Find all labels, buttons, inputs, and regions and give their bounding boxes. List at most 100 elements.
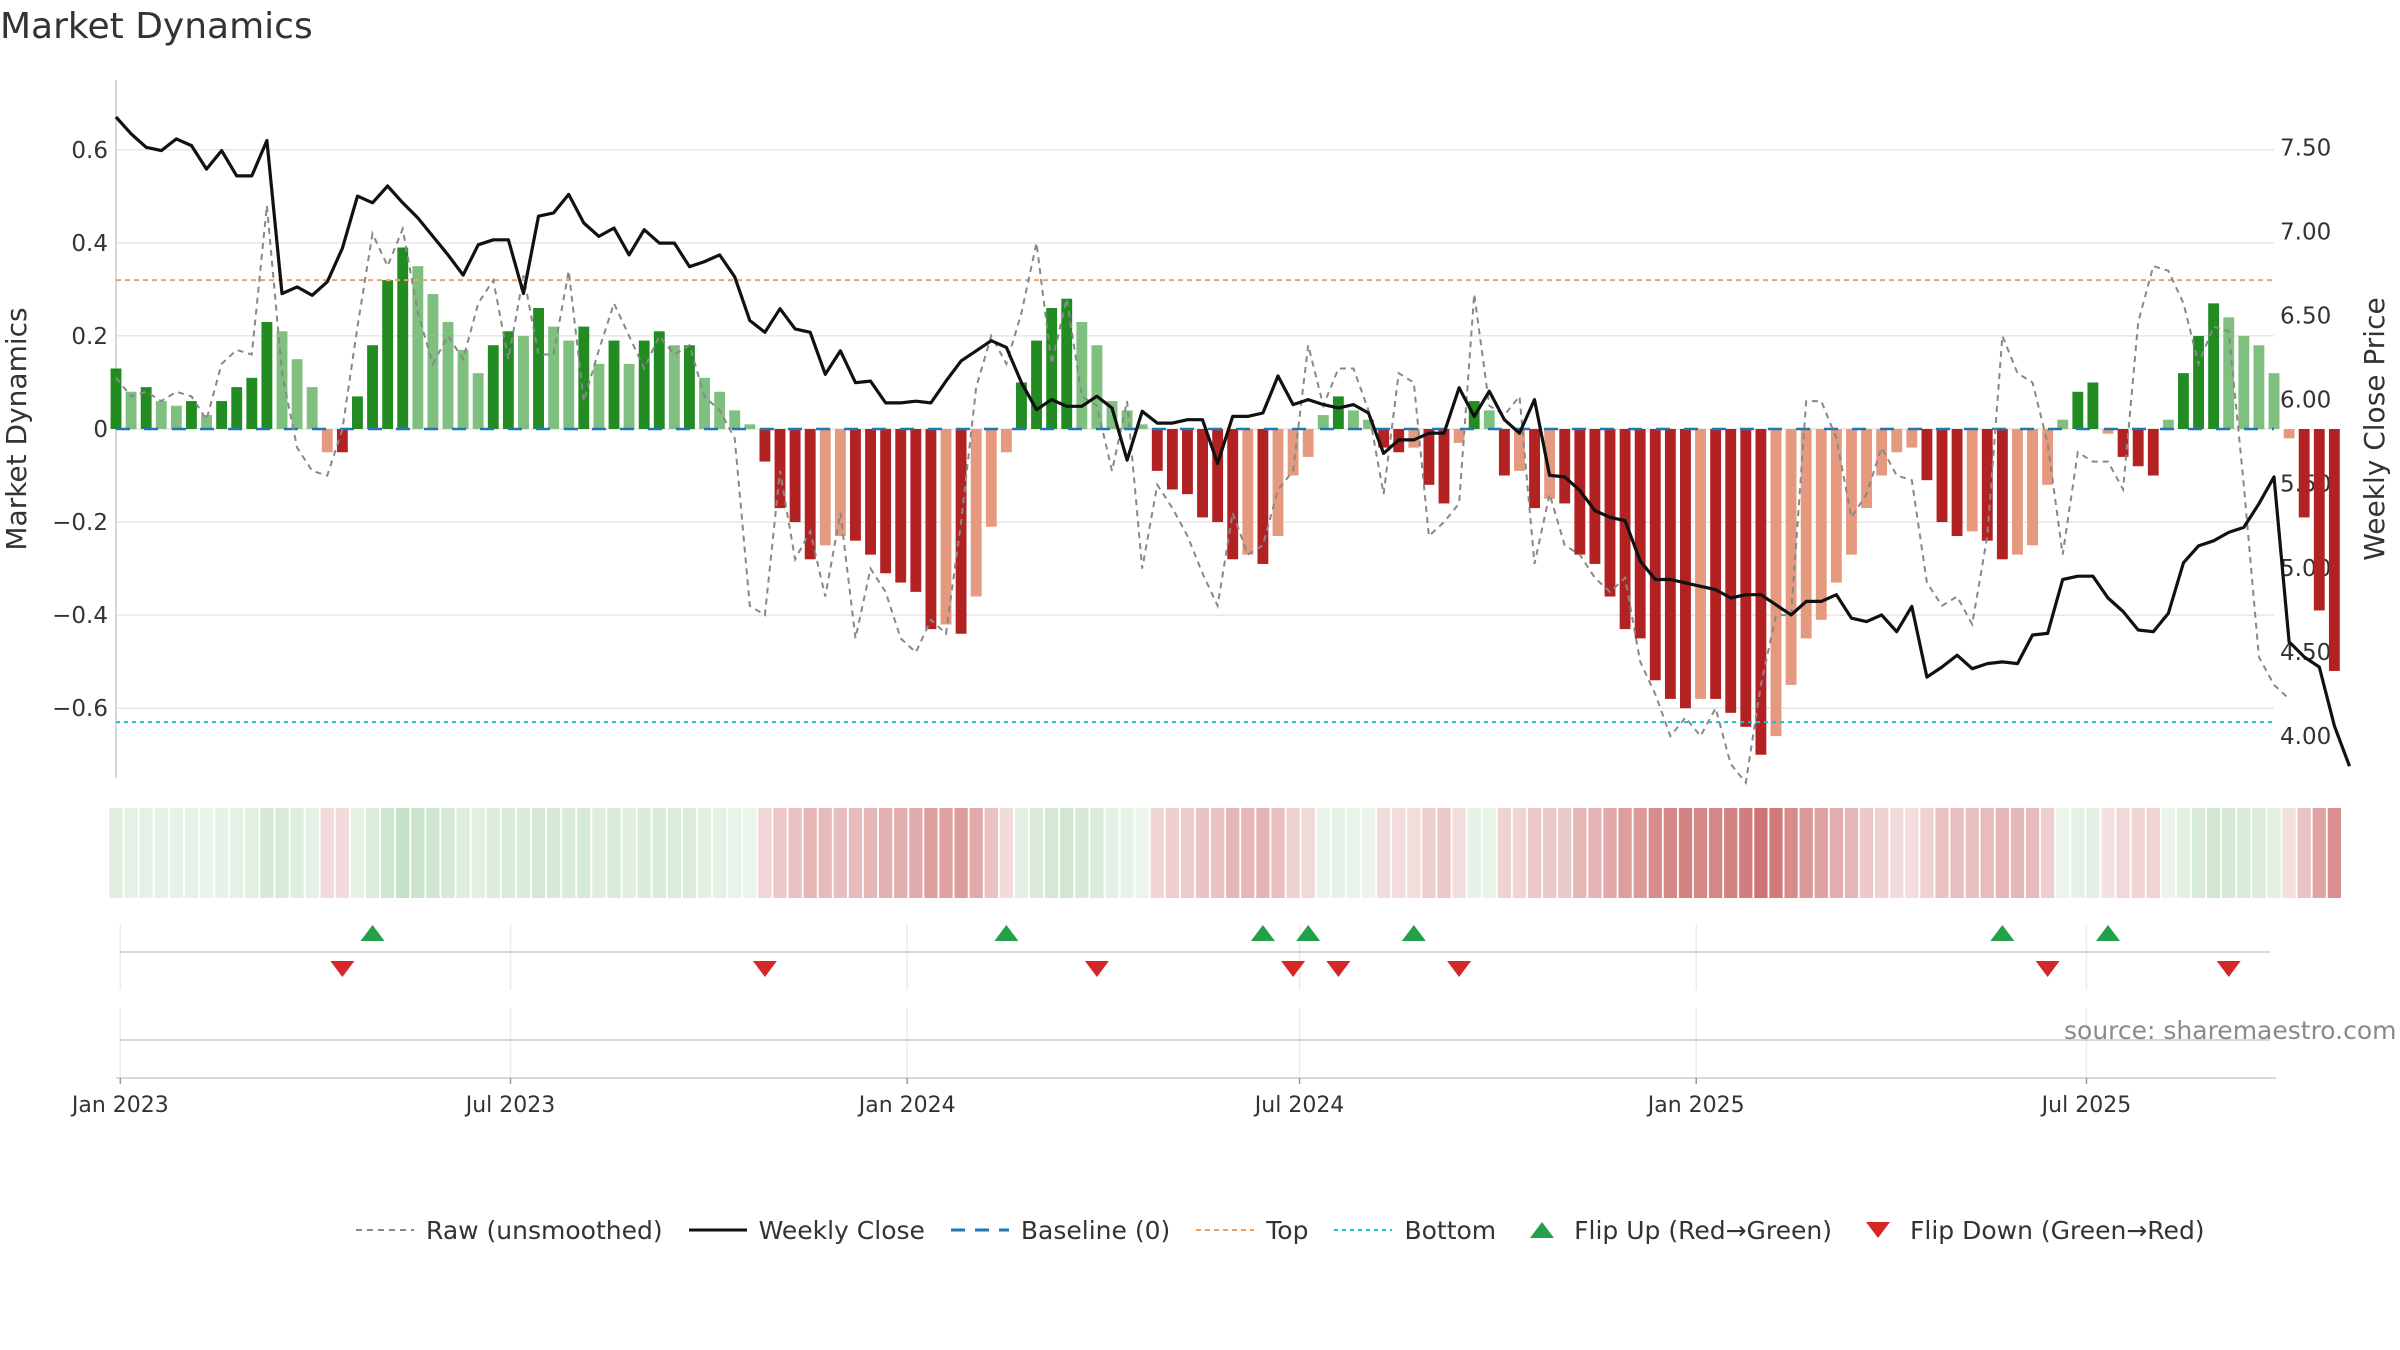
regime-strip-cell [169, 808, 184, 898]
y2-tick-label: 7.50 [2280, 135, 2331, 161]
bar [1121, 410, 1133, 429]
bar [1710, 429, 1722, 699]
regime-strip-cell [1467, 808, 1481, 898]
regime-strip-cell [1542, 808, 1557, 898]
regime-strip-cell [2312, 808, 2326, 898]
bar [548, 326, 560, 429]
regime-strip-cell [652, 808, 666, 898]
bar [563, 340, 575, 429]
regime-strip-cell [2146, 808, 2160, 898]
regime-strip-cell [1739, 808, 1753, 898]
bar [487, 345, 499, 429]
regime-strip-cell [863, 808, 878, 898]
bar [216, 401, 228, 429]
regime-strip-cell [1588, 808, 1602, 898]
bar [1378, 429, 1390, 448]
flip-down-marker [2216, 961, 2241, 977]
flip-up-icon [1530, 1222, 1555, 1238]
regime-strip-cell [2056, 808, 2070, 898]
flip-down-marker [330, 961, 355, 977]
bar [608, 340, 620, 429]
regime-strip-cell [335, 808, 350, 898]
regime-strip-cell [984, 808, 998, 898]
bar [684, 345, 695, 429]
regime-strip-cell [1422, 808, 1436, 898]
bar [1287, 429, 1299, 476]
bar [1725, 429, 1737, 713]
bar [729, 410, 741, 429]
regime-strip-cell [1256, 808, 1270, 898]
legend-swatch-baseline [950, 1228, 1009, 1232]
bar [699, 377, 710, 429]
regime-strip-cell [2010, 808, 2025, 898]
y2-tick-label: 6.00 [2280, 388, 2331, 414]
bar [442, 321, 454, 429]
y-tick-label: −0.4 [52, 603, 108, 629]
regime-strip-cell [411, 808, 425, 898]
bar [2238, 335, 2250, 429]
bar [895, 429, 907, 583]
regime-strip-cell [1331, 808, 1346, 898]
bar [201, 415, 212, 429]
y-tick-label: −0.2 [52, 510, 108, 536]
bar [1906, 429, 1918, 448]
bar [2057, 419, 2069, 429]
bar [140, 387, 152, 429]
bar [155, 401, 167, 429]
regime-strip-cell [758, 808, 772, 898]
bar [1861, 429, 1872, 509]
regime-strip-cell [396, 808, 410, 898]
regime-strip-cell [1165, 808, 1180, 898]
regime-strip-cell [1754, 808, 1768, 898]
regime-strip-cell [1829, 808, 1844, 898]
bar [1151, 429, 1163, 471]
raw-series-line [115, 205, 2290, 786]
bar [1091, 345, 1103, 429]
regime-strip-cell [350, 808, 365, 898]
regime-strip-cell [1980, 808, 1994, 898]
regime-strip-cell [2116, 808, 2130, 898]
bar [1076, 321, 1088, 429]
bar [1649, 429, 1661, 681]
bar [744, 424, 756, 429]
x-tick-label: Jul 2023 [464, 1093, 556, 1118]
bar [306, 387, 318, 429]
bar [970, 429, 982, 597]
bar [2042, 429, 2054, 485]
bar [2117, 429, 2129, 457]
regime-strip-cell [1346, 808, 1361, 898]
regime-strip-cell [1573, 808, 1587, 898]
regime-strip-cell [1512, 808, 1527, 898]
bar [1227, 429, 1239, 560]
regime-strip-cell [1271, 808, 1285, 898]
bar [1498, 429, 1510, 476]
regime-strip-cell [1995, 808, 2010, 898]
bar [1106, 401, 1118, 429]
bar [1136, 424, 1148, 429]
regime-strip-cell [1286, 808, 1300, 898]
flip-up-marker [1250, 925, 1275, 941]
x-tick-label: Jan 2025 [1646, 1093, 1745, 1118]
regime-strip-cell [1392, 808, 1406, 898]
regime-strip-cell [909, 808, 923, 898]
bar [1317, 415, 1329, 429]
y2-tick-label: 6.50 [2280, 303, 2331, 329]
regime-strip-cell [1558, 808, 1572, 898]
regime-strip-cell [2131, 808, 2145, 898]
regime-strip-cell [1376, 808, 1391, 898]
bar [1031, 340, 1042, 429]
bar [1921, 429, 1933, 481]
regime-strip-cell [1965, 808, 1979, 898]
bar [1846, 429, 1857, 555]
bar [1302, 429, 1314, 457]
regime-strip-cell [728, 808, 742, 898]
y2-axis-label: Weekly Close Price [2358, 297, 2391, 560]
regime-strip-cell [1648, 808, 1662, 898]
x-tick-label: Jan 2023 [70, 1093, 169, 1118]
bar [653, 331, 665, 429]
regime-strip-cell [577, 808, 591, 898]
regime-strip-cell [426, 808, 440, 898]
regime-strip-cell [848, 808, 863, 898]
legend-item-close: Weekly Close [688, 1216, 925, 1245]
legend-label-flip-up: Flip Up (Red→Green) [1574, 1215, 1833, 1245]
